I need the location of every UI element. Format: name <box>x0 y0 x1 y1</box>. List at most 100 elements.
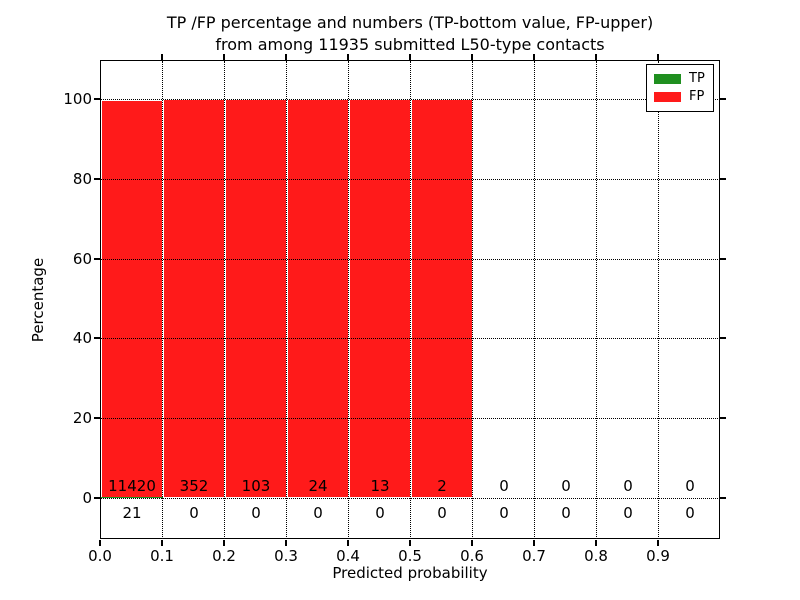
legend-tp-label: TP <box>689 71 705 86</box>
y-tick-mark <box>94 497 100 499</box>
fp-count-label: 352 <box>179 477 209 495</box>
legend-fp-swatch-icon <box>654 92 681 102</box>
fp-count-label: 24 <box>308 477 328 495</box>
x-tick-mark <box>533 540 535 546</box>
x-tick-mark-top <box>347 54 349 60</box>
x-tick-label: 0.5 <box>398 547 422 565</box>
gridline-v <box>286 61 287 537</box>
bar-fp <box>225 99 287 498</box>
gridline-v <box>162 61 163 537</box>
x-tick-label: 0.7 <box>522 547 546 565</box>
x-tick-label: 0.6 <box>460 547 484 565</box>
legend-tp-swatch-icon <box>654 74 681 84</box>
fp-count-label: 13 <box>370 477 390 495</box>
fp-count-label: 0 <box>685 477 695 495</box>
y-tick-label: 20 <box>72 409 92 427</box>
x-tick-mark <box>409 540 411 546</box>
gridline-h <box>101 338 718 339</box>
tp-count-label: 0 <box>561 504 571 522</box>
gridline-v <box>658 61 659 537</box>
x-tick-label: 0.2 <box>212 547 236 565</box>
x-tick-mark <box>657 540 659 546</box>
x-tick-mark-top <box>161 54 163 60</box>
x-tick-label: 0.8 <box>584 547 608 565</box>
gridline-h <box>101 99 718 100</box>
bar-tp <box>101 497 163 498</box>
tp-count-label: 0 <box>499 504 509 522</box>
fp-count-label: 2 <box>437 477 447 495</box>
y-tick-mark-right <box>720 258 726 260</box>
y-tick-label: 100 <box>63 90 92 108</box>
fp-count-label: 0 <box>623 477 633 495</box>
bar-fp <box>101 99 163 498</box>
gridline-v <box>534 61 535 537</box>
y-tick-label: 40 <box>72 329 92 347</box>
y-tick-label: 80 <box>72 170 92 188</box>
x-tick-mark-top <box>409 54 411 60</box>
chart-title-line2: from among 11935 submitted L50-type cont… <box>215 35 605 54</box>
y-tick-mark <box>94 258 100 260</box>
x-tick-label: 0.9 <box>646 547 670 565</box>
gridline-v <box>472 61 473 537</box>
tp-count-label: 0 <box>375 504 385 522</box>
y-tick-label: 60 <box>72 250 92 268</box>
x-tick-mark-top <box>471 54 473 60</box>
fp-count-label: 103 <box>241 477 271 495</box>
x-tick-mark-top <box>285 54 287 60</box>
y-tick-mark <box>94 178 100 180</box>
y-tick-mark-right <box>720 337 726 339</box>
x-tick-label: 0.3 <box>274 547 298 565</box>
x-tick-mark-top <box>533 54 535 60</box>
x-tick-mark <box>99 540 101 546</box>
x-tick-mark-top <box>595 54 597 60</box>
tp-count-label: 0 <box>623 504 633 522</box>
y-tick-mark-right <box>720 497 726 499</box>
tp-count-label: 0 <box>251 504 261 522</box>
fp-count-label: 0 <box>499 477 509 495</box>
tp-count-label: 0 <box>189 504 199 522</box>
y-tick-mark-right <box>720 178 726 180</box>
tp-count-label: 0 <box>685 504 695 522</box>
fp-count-label: 0 <box>561 477 571 495</box>
legend-fp-label: FP <box>689 89 705 104</box>
bar-fp <box>287 99 349 498</box>
tp-count-label: 0 <box>437 504 447 522</box>
tp-count-label: 21 <box>122 504 142 522</box>
x-tick-mark <box>347 540 349 546</box>
x-tick-mark <box>595 540 597 546</box>
y-tick-mark <box>94 337 100 339</box>
y-tick-mark-right <box>720 417 726 419</box>
plot-area: 11420 352 103 24 13 2 0 0 0 0 21 0 0 0 0… <box>100 60 720 539</box>
gridline-h <box>101 498 718 499</box>
x-tick-mark <box>223 540 225 546</box>
x-tick-mark <box>285 540 287 546</box>
gridline-v <box>224 61 225 537</box>
x-axis-label: Predicted probability <box>332 564 488 582</box>
gridline-h <box>101 179 718 180</box>
x-tick-label: 0.0 <box>88 547 112 565</box>
gridline-v <box>596 61 597 537</box>
y-tick-mark-right <box>720 98 726 100</box>
y-tick-mark <box>94 98 100 100</box>
y-tick-mark <box>94 417 100 419</box>
x-tick-mark <box>161 540 163 546</box>
y-tick-label: 0 <box>82 489 92 507</box>
bar-fp <box>411 99 473 498</box>
tp-count-label: 0 <box>313 504 323 522</box>
bar-fp <box>163 99 225 498</box>
gridline-v <box>348 61 349 537</box>
gridline-v <box>410 61 411 537</box>
legend: TP FP <box>646 64 714 112</box>
x-tick-mark <box>471 540 473 546</box>
chart-title-line1: TP /FP percentage and numbers (TP-bottom… <box>166 13 654 32</box>
x-tick-mark-top <box>657 54 659 60</box>
bar-fp <box>349 99 411 498</box>
legend-item-fp: FP <box>654 89 713 104</box>
gridline-h <box>101 259 718 260</box>
gridline-h <box>101 418 718 419</box>
legend-item-tp: TP <box>654 71 713 86</box>
x-tick-mark-top <box>223 54 225 60</box>
fp-count-label: 11420 <box>108 477 156 495</box>
x-tick-label: 0.4 <box>336 547 360 565</box>
